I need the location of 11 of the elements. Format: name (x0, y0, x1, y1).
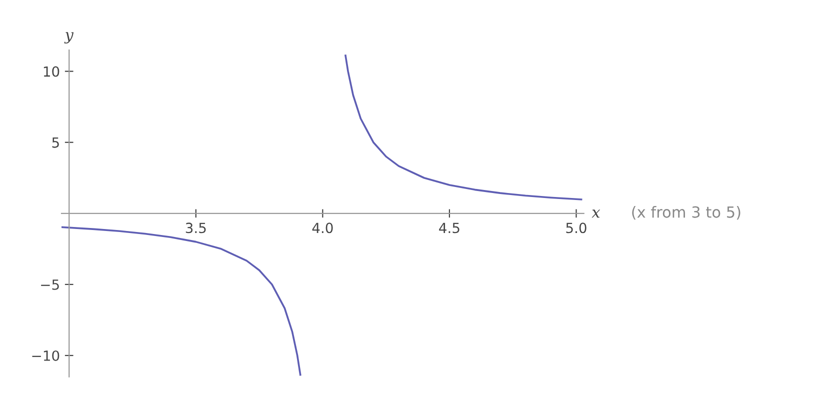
text: (x from 3 to 5) (632, 206, 740, 220)
y-tick-label: −10 (32, 350, 60, 361)
y-tick-label: −5 (41, 280, 59, 290)
x-tick-label: 3.5 (186, 222, 206, 234)
x-tick-label: 4.0 (312, 222, 333, 234)
y-tick-label: 10 (44, 66, 60, 77)
y-axis-title: y (64, 32, 74, 44)
x-tick-label: 4.5 (439, 222, 460, 234)
y-tick-label: 5 (52, 138, 59, 148)
x-axis-title: x (592, 210, 600, 218)
x-tick-label: 5.0 (566, 222, 586, 234)
